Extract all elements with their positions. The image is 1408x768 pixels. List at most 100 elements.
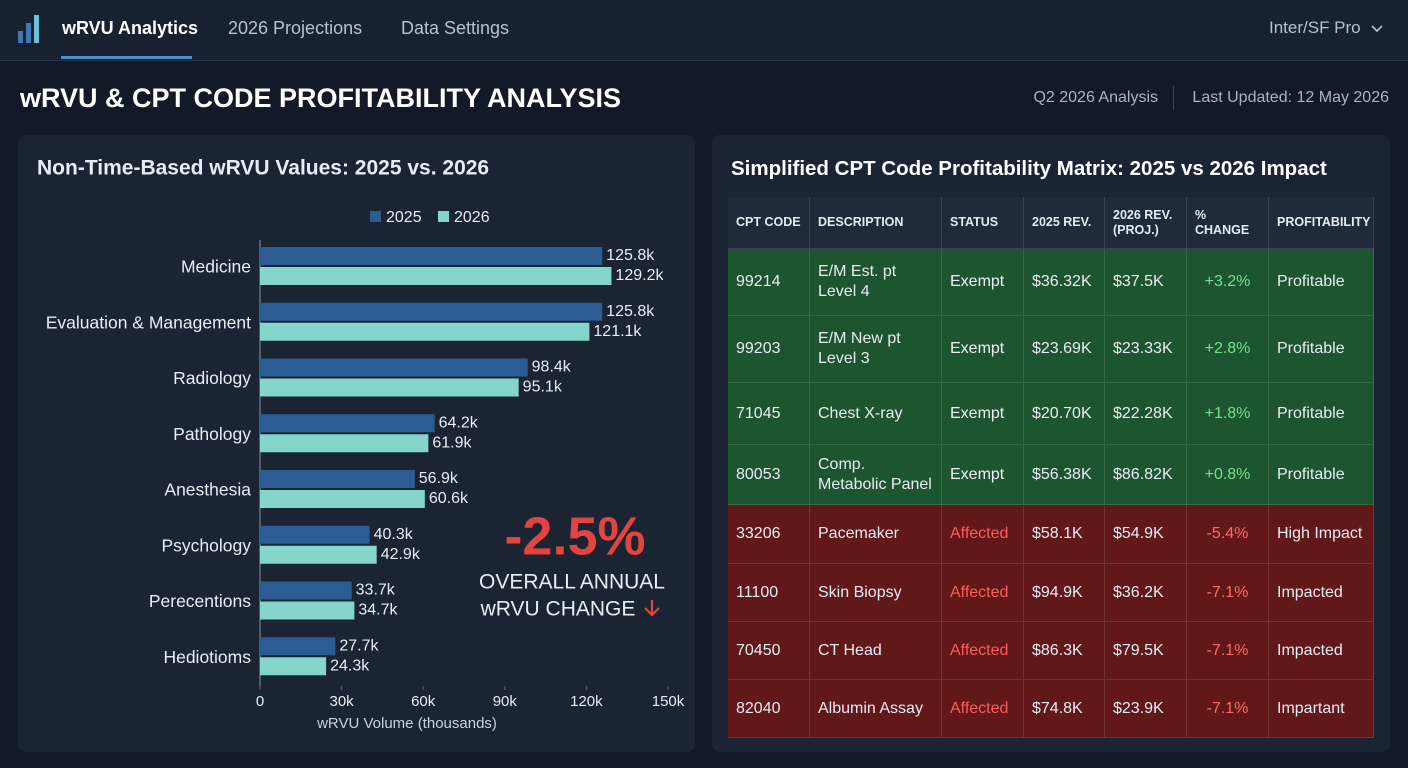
table-cell: 33206 [728,505,810,564]
table-cell: +0.8% [1187,445,1269,505]
headline-caption: wRVU CHANGE [480,598,636,621]
value-label: 27.7k [339,637,379,654]
table-cell: -7.1% [1187,622,1269,680]
table-cell: 82040 [728,680,810,738]
bar [260,545,377,564]
bar [260,247,603,265]
separator [1173,86,1174,110]
headline-caption: OVERALL ANNUAL [479,571,665,594]
table-cell: High Impact [1269,505,1374,564]
column-header: 2026 REV. (PROJ.) [1105,197,1187,249]
table-cell: $58.1K [1024,505,1105,564]
value-label: 125.8k [606,303,655,320]
table-cell: E/M New pt Level 3 [810,316,942,383]
bar [260,490,425,508]
nav-item[interactable]: Data Settings [401,18,510,38]
category-label: Hediotioms [163,647,251,667]
bar [260,637,336,656]
table-cell: Impartant [1269,680,1374,738]
nav-brand[interactable]: wRVU Analytics [62,18,199,38]
table-cell: CT Head [810,622,942,680]
table-cell: $94.9K [1024,564,1105,622]
table-cell: Affected [942,564,1024,622]
category-label: Radiology [173,368,251,388]
active-underline [61,56,192,59]
bar [260,358,528,377]
table-cell: Impacted [1269,564,1374,622]
category-label: Psychology [162,535,252,555]
table-cell: Chest X-ray [810,383,942,445]
table-cell: Pacemaker [810,505,942,564]
table-cell: $23.69K [1024,316,1105,383]
legend-label: 2026 [454,209,490,226]
table-cell: Comp. Metabolic Panel [810,445,942,505]
column-header: PROFITABILITY [1269,197,1374,249]
table-cell: Exempt [942,249,1024,316]
down-arrow [644,600,660,617]
column-header: % CHANGE [1187,197,1269,249]
category-label: Medicine [181,257,251,277]
table-cell: 11100 [728,564,810,622]
x-axis-label: wRVU Volume (thousands) [316,715,497,732]
value-label: 129.2k [615,267,664,284]
chevron [1371,25,1383,33]
page-title: wRVU & CPT CODE PROFITABILITY ANALYSIS [20,83,622,113]
value-label: 60.6k [429,490,469,507]
table-cell: $36.32K [1024,249,1105,316]
column-header: 2025 REV. [1024,197,1105,249]
table-cell: Affected [942,680,1024,738]
value-label: 125.8k [606,247,655,264]
table-cell: Profitable [1269,383,1374,445]
column-header: DESCRIPTION [810,197,942,249]
font-menu[interactable]: Inter/SF Pro [1269,18,1361,37]
table-cell: Profitable [1269,316,1374,383]
table-cell: +3.2% [1187,249,1269,316]
table-cell: +2.8% [1187,316,1269,383]
table-cell: Affected [942,505,1024,564]
table-cell: 99214 [728,249,810,316]
legend-swatch [370,211,381,222]
value-label: 42.9k [381,546,421,563]
column-header: CPT CODE [728,197,810,249]
bar [260,322,590,341]
column-header: STATUS [942,197,1024,249]
value-label: 40.3k [374,526,414,543]
bar [260,378,519,397]
table-title: Simplified CPT Code Profitability Matrix… [731,157,1327,180]
table-cell: $20.70K [1024,383,1105,445]
table-cell: Albumin Assay [810,680,942,738]
nav-item[interactable]: 2026 Projections [228,18,363,38]
legend-label: 2025 [386,209,422,226]
x-tick-label: 150k [652,693,685,710]
table-cell: +1.8% [1187,383,1269,445]
table-cell: 80053 [728,445,810,505]
table-cell: 70450 [728,622,810,680]
table-cell: Skin Biopsy [810,564,942,622]
period: Q2 2026 Analysis [1033,89,1158,106]
table-cell: $23.33K [1105,316,1187,383]
table-cell: $54.9K [1105,505,1187,564]
table-cell: $56.38K [1024,445,1105,505]
table-cell: Exempt [942,383,1024,445]
table-cell: $37.5K [1105,249,1187,316]
table-cell: E/M Est. pt Level 4 [810,249,942,316]
value-label: 61.9k [432,434,472,451]
table-cell: Exempt [942,445,1024,505]
value-label: 34.7k [358,602,398,619]
table-cell: -7.1% [1187,564,1269,622]
logo [18,15,39,43]
table-cell: $22.28K [1105,383,1187,445]
chart-title: Non-Time-Based wRVU Values: 2025 vs. 202… [37,157,489,180]
category-label: Pathology [173,424,251,444]
bar [260,434,429,453]
bar [260,525,370,544]
table-cell: Profitable [1269,445,1374,505]
category-label: Anesthesia [164,480,251,500]
table-cell: Affected [942,622,1024,680]
legend-swatch [438,211,449,222]
chart: Non-Time-Based wRVU Values: 2025 vs. 202… [37,157,685,732]
table-cell: 99203 [728,316,810,383]
value-label: 56.9k [419,470,459,487]
x-tick-label: 90k [493,693,518,710]
table-cell: 71045 [728,383,810,445]
